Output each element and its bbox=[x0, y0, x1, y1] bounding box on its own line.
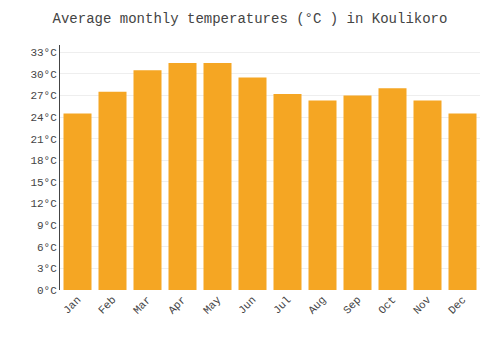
svg-text:0°C: 0°C bbox=[37, 285, 57, 297]
svg-text:33°C: 33°C bbox=[30, 47, 57, 59]
svg-text:Dec: Dec bbox=[446, 294, 468, 316]
svg-text:Mar: Mar bbox=[131, 294, 153, 316]
svg-text:Sep: Sep bbox=[341, 294, 363, 316]
svg-text:Jun: Jun bbox=[236, 294, 258, 316]
svg-text:Feb: Feb bbox=[96, 294, 118, 316]
svg-text:Oct: Oct bbox=[376, 294, 398, 316]
svg-text:18°C: 18°C bbox=[30, 155, 57, 167]
svg-text:3°C: 3°C bbox=[37, 263, 57, 275]
svg-text:6°C: 6°C bbox=[37, 242, 57, 254]
svg-text:9°C: 9°C bbox=[37, 220, 57, 232]
svg-text:Apr: Apr bbox=[166, 294, 188, 316]
svg-text:21°C: 21°C bbox=[30, 134, 57, 146]
svg-text:Jan: Jan bbox=[61, 294, 83, 316]
svg-text:May: May bbox=[201, 294, 224, 317]
svg-text:30°C: 30°C bbox=[30, 69, 57, 81]
svg-text:Aug: Aug bbox=[306, 294, 328, 316]
svg-text:15°C: 15°C bbox=[30, 177, 57, 189]
svg-text:Jul: Jul bbox=[271, 294, 293, 316]
svg-text:12°C: 12°C bbox=[30, 198, 57, 210]
svg-text:Nov: Nov bbox=[411, 294, 434, 317]
svg-text:Average monthly temperatures (: Average monthly temperatures (°C ) in Ko… bbox=[53, 11, 448, 27]
svg-text:27°C: 27°C bbox=[30, 90, 57, 102]
svg-text:24°C: 24°C bbox=[30, 112, 57, 124]
